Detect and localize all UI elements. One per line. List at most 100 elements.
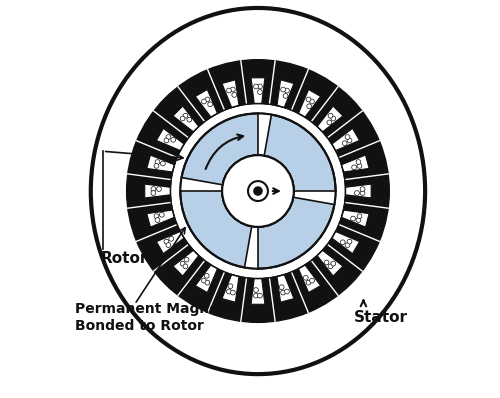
Circle shape [254, 293, 258, 298]
Circle shape [202, 99, 206, 104]
Polygon shape [277, 80, 294, 107]
Circle shape [328, 264, 333, 269]
Wedge shape [292, 191, 337, 205]
Circle shape [187, 117, 192, 122]
Circle shape [350, 216, 356, 221]
Circle shape [307, 104, 312, 109]
Circle shape [222, 155, 294, 227]
Wedge shape [180, 178, 224, 191]
Circle shape [164, 239, 169, 244]
Circle shape [283, 94, 288, 98]
Circle shape [306, 97, 311, 102]
Circle shape [180, 116, 185, 121]
Circle shape [354, 191, 360, 195]
Circle shape [254, 288, 258, 293]
Circle shape [356, 218, 361, 222]
Circle shape [352, 165, 356, 170]
Circle shape [327, 120, 332, 125]
Polygon shape [144, 184, 171, 198]
Circle shape [340, 240, 345, 245]
Circle shape [183, 264, 188, 269]
Circle shape [342, 141, 347, 146]
Circle shape [357, 214, 362, 219]
Circle shape [280, 290, 285, 295]
Circle shape [151, 191, 156, 195]
Wedge shape [244, 226, 258, 269]
Circle shape [230, 290, 235, 295]
Polygon shape [222, 80, 239, 107]
Circle shape [357, 164, 362, 168]
Text: Stator: Stator [354, 310, 408, 326]
Polygon shape [332, 232, 359, 254]
Circle shape [151, 187, 156, 191]
Circle shape [306, 280, 311, 285]
Circle shape [171, 137, 175, 142]
Polygon shape [173, 250, 199, 276]
Polygon shape [251, 279, 265, 304]
Circle shape [304, 275, 308, 280]
Circle shape [258, 293, 262, 298]
Circle shape [258, 90, 262, 94]
Polygon shape [196, 265, 218, 293]
Wedge shape [258, 113, 272, 156]
Circle shape [324, 260, 329, 265]
Circle shape [204, 273, 209, 278]
Circle shape [169, 236, 173, 241]
Polygon shape [156, 232, 184, 254]
Circle shape [164, 138, 169, 143]
Circle shape [160, 213, 164, 217]
Circle shape [154, 214, 159, 219]
Circle shape [154, 164, 159, 168]
Circle shape [208, 102, 212, 107]
Circle shape [258, 84, 262, 89]
Polygon shape [346, 184, 371, 198]
Text: Rotor: Rotor [101, 251, 148, 266]
Circle shape [205, 97, 210, 102]
Text: Permanent Magnets
Bonded to Rotor: Permanent Magnets Bonded to Rotor [75, 302, 234, 333]
Polygon shape [173, 106, 199, 132]
Circle shape [155, 160, 160, 164]
Circle shape [184, 257, 189, 262]
Circle shape [345, 243, 350, 248]
Circle shape [166, 135, 171, 139]
Circle shape [230, 87, 235, 92]
Polygon shape [222, 275, 239, 302]
Circle shape [331, 261, 336, 266]
Polygon shape [342, 155, 369, 172]
Circle shape [166, 243, 171, 248]
Circle shape [345, 135, 350, 139]
Circle shape [202, 278, 206, 283]
Circle shape [360, 187, 365, 191]
Circle shape [180, 261, 185, 266]
Circle shape [226, 88, 232, 93]
Circle shape [280, 87, 285, 92]
Polygon shape [277, 275, 294, 302]
Circle shape [356, 160, 361, 164]
Circle shape [347, 138, 352, 143]
Circle shape [253, 186, 262, 196]
Circle shape [347, 239, 352, 244]
Circle shape [205, 280, 210, 285]
Circle shape [228, 284, 233, 289]
Polygon shape [332, 129, 359, 150]
Ellipse shape [91, 8, 425, 374]
Circle shape [226, 289, 232, 294]
Circle shape [156, 187, 162, 191]
Polygon shape [317, 106, 343, 132]
Circle shape [284, 289, 290, 294]
Polygon shape [147, 155, 174, 172]
Polygon shape [147, 210, 174, 227]
Circle shape [160, 161, 165, 166]
Polygon shape [196, 90, 218, 117]
Circle shape [232, 92, 236, 97]
Circle shape [155, 218, 160, 222]
Polygon shape [342, 210, 369, 227]
Circle shape [360, 191, 365, 195]
Circle shape [310, 278, 314, 283]
Polygon shape [251, 78, 265, 103]
Circle shape [280, 285, 284, 290]
Polygon shape [317, 250, 343, 276]
Circle shape [254, 84, 258, 89]
Polygon shape [298, 90, 320, 117]
Circle shape [183, 113, 188, 118]
